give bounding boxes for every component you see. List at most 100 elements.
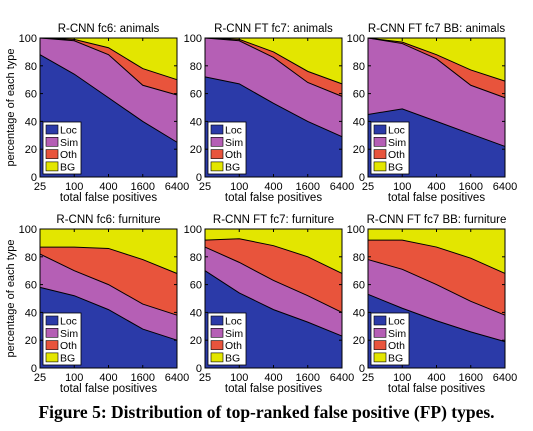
y-tick-label: 0 <box>196 172 202 184</box>
chart-title: R-CNN FT fc7 BB: furniture <box>367 214 507 226</box>
area-sim <box>40 254 177 341</box>
legend-swatch-sim <box>45 327 59 338</box>
x-tick-label: 1600 <box>459 372 483 384</box>
area-sim <box>205 247 342 337</box>
y-tick-label: 60 <box>190 89 202 101</box>
y-tick-label: 60 <box>25 280 37 292</box>
legend-swatch-oth <box>45 340 59 350</box>
legend-swatch-bg <box>45 352 59 363</box>
legend-label-sim: Sim <box>225 137 243 149</box>
x-tick-label: 100 <box>393 181 411 193</box>
legend-label-loc: Loc <box>225 316 242 328</box>
boundary-sim <box>367 259 506 316</box>
x-tick-label: 25 <box>199 372 211 384</box>
x-tick-label: 6400 <box>165 372 189 384</box>
y-tick-label: 80 <box>190 252 202 264</box>
y-tick-label: 20 <box>25 335 37 347</box>
legend-swatch-sim <box>210 327 224 338</box>
legend-label-oth: Oth <box>388 340 405 352</box>
legend-swatch-oth <box>373 340 387 350</box>
boundary-oth <box>367 37 506 82</box>
legend-label-bg: BG <box>60 161 75 173</box>
legend-label-sim: Sim <box>60 328 78 340</box>
x-axis-label: total false positives <box>225 192 322 204</box>
legend-swatch-loc <box>210 124 224 135</box>
y-tick-label: 0 <box>196 363 202 375</box>
y-tick-label: 20 <box>353 335 365 347</box>
x-tick-label: 100 <box>393 372 411 384</box>
x-axis-label: total false positives <box>225 383 322 395</box>
y-tick-label: 40 <box>25 307 37 319</box>
boundary-loc <box>367 293 506 343</box>
boundary-sim <box>39 253 178 316</box>
legend-swatch-loc <box>373 124 387 135</box>
area-oth <box>40 38 177 95</box>
legend-swatch-loc <box>45 315 59 326</box>
legend-swatch-bg <box>373 161 387 172</box>
y-tick-label: 60 <box>25 89 37 101</box>
area-sim <box>205 38 342 137</box>
y-tick-label: 20 <box>190 335 202 347</box>
boundary-loc <box>39 286 178 341</box>
boundary-oth <box>204 37 343 85</box>
y-tick-label: 40 <box>25 116 37 128</box>
chart-title: R-CNN fc6: animals <box>58 23 160 35</box>
x-tick-label: 100 <box>65 181 83 193</box>
x-tick-label: 400 <box>427 181 445 193</box>
boundary-sim <box>204 37 343 97</box>
chart-panel-2: 0 20 40 60 80 100 25 100 400 1600 6400 R-CNN FT fc7… <box>184 23 355 204</box>
x-axis-label: total false positives <box>60 383 157 395</box>
legend-swatch-bg <box>210 352 224 363</box>
boundary-oth <box>368 239 506 274</box>
legend-label-loc: Loc <box>60 125 77 137</box>
x-tick-label: 1600 <box>459 181 483 193</box>
boundary-loc <box>39 54 178 143</box>
x-tick-label: 400 <box>264 181 282 193</box>
x-axis-label: total false positives <box>388 383 485 395</box>
x-tick-label: 6400 <box>493 181 517 193</box>
x-tick-label: 1600 <box>131 181 155 193</box>
x-tick-label: 6400 <box>330 372 354 384</box>
x-tick-label: 400 <box>99 181 117 193</box>
y-tick-label: 0 <box>31 172 37 184</box>
boundary-oth <box>40 246 178 274</box>
y-tick-label: 100 <box>347 33 365 45</box>
legend-label-oth: Oth <box>225 149 242 161</box>
chart-panel-1: 0 20 40 60 80 100 25 100 400 1600 6400 R-CNN fc6: a… <box>5 23 189 204</box>
area-oth <box>368 240 505 316</box>
legend-label-oth: Oth <box>60 340 77 352</box>
boundary-sim <box>204 246 343 313</box>
y-tick-label: 80 <box>25 252 37 264</box>
x-tick-label: 400 <box>99 372 117 384</box>
x-tick-label: 25 <box>34 181 46 193</box>
area-bg <box>40 229 177 274</box>
legend-label-sim: Sim <box>225 328 243 340</box>
chart-panel-6: 0 20 40 60 80 100 25 100 400 1600 6400 R-CNN FT fc7… <box>347 214 518 395</box>
area-sim <box>40 38 177 143</box>
y-tick-label: 100 <box>184 33 202 45</box>
legend-label-oth: Oth <box>60 149 77 161</box>
x-tick-label: 400 <box>427 372 445 384</box>
chart-panel-4: 0 20 40 60 80 100 25 100 400 1600 6400 R-CNN fc6: f… <box>5 214 189 395</box>
area-sim <box>368 259 505 342</box>
area-oth <box>368 38 505 98</box>
legend-label-loc: Loc <box>60 316 77 328</box>
legend-swatch-loc <box>210 315 224 326</box>
y-tick-label: 80 <box>190 61 202 73</box>
x-tick-label: 100 <box>230 372 248 384</box>
x-tick-label: 25 <box>199 181 211 193</box>
boundary-loc <box>204 76 343 138</box>
y-tick-label: 20 <box>25 144 37 156</box>
legend-label-loc: Loc <box>225 125 242 137</box>
y-tick-label: 100 <box>19 224 37 236</box>
y-tick-label: 20 <box>353 144 365 156</box>
area-sim <box>368 38 505 147</box>
legend-label-bg: BG <box>388 161 403 173</box>
x-tick-label: 6400 <box>493 372 517 384</box>
chart-title: R-CNN FT fc7: furniture <box>213 214 334 226</box>
legend-swatch-sim <box>373 327 387 338</box>
